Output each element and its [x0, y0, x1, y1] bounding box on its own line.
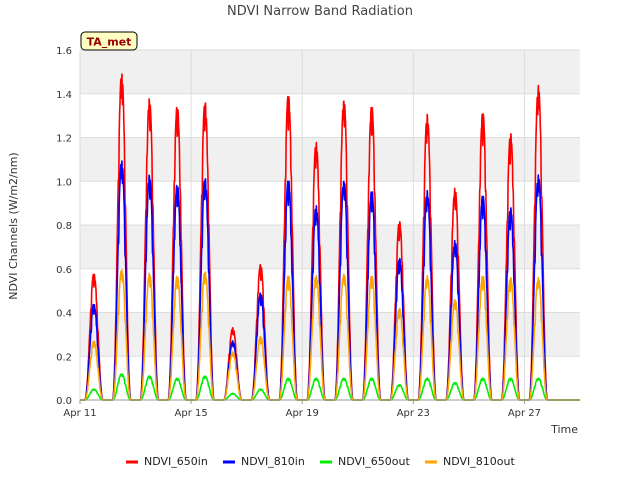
y-tick-label: 0.2 [56, 352, 72, 363]
grid-lines [79, 49, 580, 401]
x-axis-label: Time [550, 423, 578, 436]
annotation-label: TA_met [87, 36, 132, 49]
plot-band [80, 50, 580, 94]
annotation-box [80, 31, 138, 51]
plot-band [80, 312, 580, 357]
chart-title: NDVI Narrow Band Radiation [227, 4, 413, 19]
x-tick-label: Apr 27 [508, 408, 541, 419]
x-tick-label: Apr 11 [63, 408, 96, 419]
legend-label: NDVI_810in [241, 455, 305, 468]
ta-met-annotation: TA_met [80, 31, 138, 51]
legend-label: NDVI_650out [338, 455, 410, 468]
legend: NDVI_650in NDVI_810in NDVI_650out NDVI_810o… [126, 455, 515, 468]
plot-band [80, 225, 580, 269]
x-tick-label: Apr 19 [286, 408, 319, 419]
y-tick-label: 1.4 [56, 90, 72, 101]
y-tick-label: 0.8 [56, 221, 72, 232]
y-tick-label: 1.2 [56, 134, 72, 145]
legend-label: NDVI_810out [443, 455, 515, 468]
y-tick-label: 0.0 [56, 396, 72, 407]
y-tick-label: 0.6 [56, 265, 72, 276]
legend-label: NDVI_650in [144, 455, 208, 468]
plot-band [80, 137, 580, 182]
y-tick-label: 0.4 [56, 309, 72, 320]
x-tick-label: Apr 15 [175, 408, 208, 419]
y-tick-label: 1.0 [56, 177, 72, 188]
y-axis-label: NDVI Channels (W/m2/nm) [7, 152, 20, 299]
axes: 0.0 0.2 0.4 0.6 0.8 1.0 1.2 1.4 1.6 Apr 11 Apr 15 A… [56, 46, 580, 419]
y-tick-label: 1.6 [56, 46, 72, 57]
x-tick-label: Apr 23 [397, 408, 430, 419]
